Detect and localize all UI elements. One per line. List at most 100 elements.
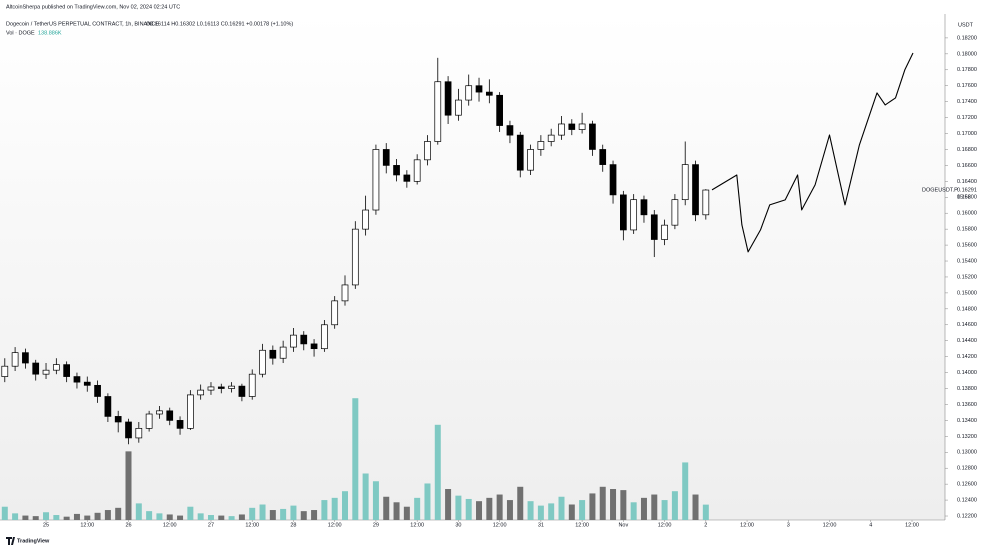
candle-body — [156, 410, 163, 415]
volume-bar — [692, 494, 699, 520]
candle-body — [681, 164, 689, 201]
candle-body — [104, 396, 112, 417]
candle-body — [434, 81, 442, 142]
y-tick-label: 0.13600 — [957, 402, 977, 408]
y-tick-label: 0.16400 — [957, 179, 977, 185]
last-price-countdown: 15:56 — [957, 194, 971, 200]
y-tick-label: 0.17800 — [957, 67, 977, 73]
y-tick-label: 0.16800 — [957, 147, 977, 153]
y-tick-label: 0.14600 — [957, 322, 977, 328]
candle-body — [207, 386, 215, 391]
x-tick-label: 3 — [787, 522, 790, 528]
brand-logo — [6, 537, 15, 545]
candle-body — [63, 364, 70, 377]
y-tick-label: 0.14400 — [957, 338, 977, 344]
candle-body — [671, 199, 679, 226]
y-tick-label: 0.13800 — [957, 386, 977, 392]
candle-body — [259, 349, 266, 375]
y-tick-label: 0.12800 — [957, 466, 977, 472]
candle-body — [599, 149, 607, 165]
y-tick-label: 0.13000 — [957, 450, 977, 456]
candle-body — [424, 141, 431, 161]
candle-body — [166, 410, 174, 421]
volume-bar — [383, 496, 390, 520]
x-tick-label: 12:00 — [410, 522, 424, 528]
candle-body — [620, 194, 627, 231]
volume-bar — [548, 503, 555, 520]
projection-line — [711, 52, 914, 253]
x-tick-label: 12:00 — [905, 522, 919, 528]
volume-bar — [496, 494, 503, 520]
x-tick-label: 26 — [125, 522, 131, 528]
x-tick-label: 12:00 — [328, 522, 342, 528]
candle-body — [496, 94, 503, 126]
x-tick-label: 12:00 — [823, 522, 837, 528]
candle-body — [135, 428, 143, 439]
volume-bar — [53, 515, 60, 520]
published-line: AltcoinSherpa published on TradingView.c… — [6, 4, 180, 10]
volume-value: 138.886K — [38, 30, 62, 36]
y-tick-label: 0.12400 — [957, 498, 977, 504]
y-tick-label: 0.18200 — [957, 35, 977, 41]
candle-body — [506, 125, 514, 136]
candle-body — [444, 81, 452, 116]
candle-body — [52, 364, 60, 371]
volume-bar — [156, 513, 163, 520]
candle-body — [692, 164, 699, 216]
volume-bar — [568, 504, 575, 520]
candle-body — [321, 324, 328, 350]
candle-body — [403, 174, 411, 182]
candle-body — [537, 141, 545, 150]
volume-bar — [362, 473, 369, 520]
candle-body — [73, 376, 81, 383]
volume-bar — [537, 505, 544, 520]
y-tick-label: 0.15200 — [957, 274, 977, 280]
plot-background — [0, 14, 945, 520]
candle-body — [527, 149, 534, 171]
volume-bar — [372, 481, 379, 520]
volume-bar — [166, 514, 173, 520]
candle-body — [475, 85, 483, 93]
candle-body — [238, 385, 246, 397]
y-tick-label: 0.12600 — [957, 482, 977, 488]
candle-body — [248, 373, 256, 397]
volume-bar — [331, 497, 338, 520]
volume-bar — [115, 507, 122, 520]
candle-body — [94, 384, 101, 397]
volume-bar — [135, 503, 142, 520]
volume-bar — [12, 513, 19, 520]
x-tick-label: 12:00 — [493, 522, 507, 528]
candle-body — [310, 343, 318, 350]
candle-body — [661, 224, 668, 240]
x-tick-label: 28 — [290, 522, 296, 528]
volume-name: Vol · DOGE — [6, 30, 35, 36]
volume-bar — [63, 516, 70, 520]
x-tick-label: 12:00 — [163, 522, 177, 528]
last-price-symbol: DOGEUSDT.P — [922, 187, 958, 193]
volume-bar — [579, 500, 586, 520]
volume-bar — [589, 493, 596, 520]
candle-body — [382, 149, 390, 166]
candle-body — [630, 199, 638, 231]
volume-bar — [517, 486, 524, 520]
ohlc: O0.16114 H0.16302 L0.16113 C0.16291 +0.0… — [146, 21, 293, 27]
candle-body — [589, 123, 596, 150]
candle-body — [1, 365, 9, 377]
y-tick-label: 0.17400 — [957, 99, 977, 105]
volume-bar — [671, 491, 678, 520]
x-tick-label: 27 — [208, 522, 214, 528]
candle-body — [114, 416, 122, 423]
volume-bar — [22, 515, 29, 520]
y-tick-label: 0.17000 — [957, 131, 977, 137]
candle-body — [331, 300, 339, 326]
candle-body — [228, 385, 235, 389]
volume-bar — [527, 501, 534, 520]
y-tick-label: 0.15600 — [957, 243, 977, 249]
candle-body — [362, 209, 369, 230]
candle-body — [393, 165, 400, 176]
x-tick-label: 12:00 — [80, 522, 94, 528]
volume-bar — [269, 510, 276, 520]
y-tick-label: 0.15400 — [957, 258, 977, 264]
volume-bar — [43, 512, 50, 520]
